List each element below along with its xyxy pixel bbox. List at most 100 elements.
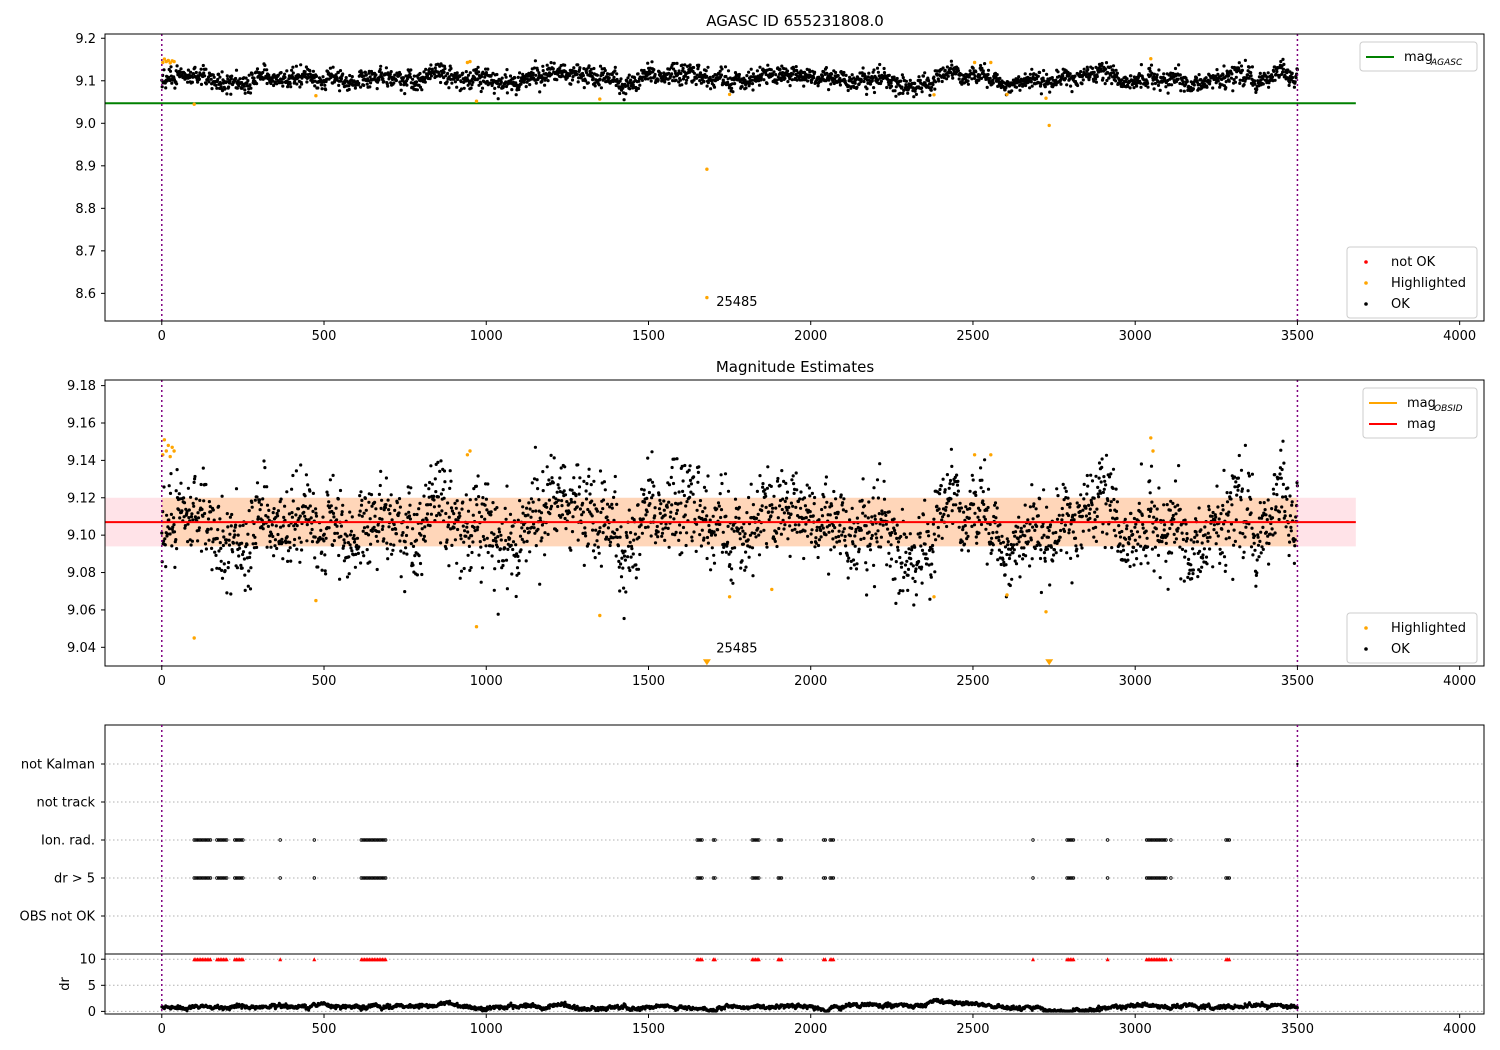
ok-point — [198, 498, 202, 502]
ok-point — [642, 488, 646, 492]
ok-point — [1047, 81, 1051, 85]
ok-point — [378, 483, 382, 488]
ok-point — [470, 83, 474, 87]
ok-point — [584, 70, 589, 75]
ok-point — [958, 501, 962, 505]
ok-point — [335, 524, 339, 528]
ok-point — [255, 545, 259, 550]
ok-point — [228, 532, 232, 536]
ok-point — [388, 511, 392, 516]
ok-point — [225, 74, 229, 78]
ok-point — [872, 68, 876, 72]
ok-point — [1006, 543, 1010, 547]
ok-point — [656, 78, 660, 82]
ok-point — [765, 486, 770, 490]
ok-point — [255, 67, 260, 71]
ok-point — [321, 75, 325, 79]
ok-point — [249, 86, 253, 90]
ok-point — [760, 508, 764, 513]
ok-point — [613, 69, 617, 73]
ok-point — [904, 79, 909, 83]
ok-point — [555, 529, 559, 533]
ok-point — [1104, 67, 1108, 71]
ok-point — [1057, 513, 1061, 517]
ok-point — [1166, 587, 1170, 591]
ok-point — [1030, 483, 1034, 487]
ok-point — [1146, 545, 1150, 549]
ok-point — [757, 533, 761, 537]
ok-point — [359, 561, 363, 565]
ok-point — [393, 73, 397, 77]
ok-point — [234, 487, 239, 491]
ok-point — [703, 506, 707, 510]
ok-point — [620, 556, 624, 560]
ok-point — [549, 453, 553, 457]
ok-point — [1080, 546, 1084, 550]
ok-point — [1222, 64, 1226, 68]
ok-point — [906, 91, 910, 95]
ok-point — [269, 545, 273, 549]
ok-point — [295, 82, 299, 86]
ok-point — [1084, 514, 1088, 518]
ok-point — [1028, 76, 1032, 80]
ok-point — [516, 75, 520, 79]
ok-point — [748, 81, 752, 85]
ok-point — [1019, 526, 1023, 530]
ok-point — [793, 523, 798, 527]
ok-point — [255, 495, 259, 499]
ok-point — [263, 466, 267, 470]
ok-point — [1066, 513, 1071, 518]
ok-point — [747, 70, 751, 74]
ok-point — [314, 511, 318, 515]
ok-point — [283, 75, 287, 79]
ok-point — [708, 75, 712, 79]
ok-point — [310, 540, 315, 544]
ok-point — [934, 80, 938, 84]
ok-point — [871, 522, 875, 526]
ok-point — [411, 527, 415, 531]
ok-point — [266, 515, 270, 519]
ok-point — [1097, 476, 1101, 480]
ok-point — [623, 549, 627, 553]
ok-point — [895, 536, 899, 541]
ok-point — [726, 489, 731, 493]
ok-point — [309, 531, 313, 535]
ok-point — [1104, 483, 1108, 487]
ok-point — [575, 72, 579, 76]
ok-point — [954, 503, 958, 507]
ok-point — [976, 515, 980, 519]
ok-point — [1042, 551, 1046, 555]
ok-point — [975, 541, 979, 545]
ok-point — [866, 516, 870, 520]
ok-point — [626, 544, 631, 548]
ok-point — [726, 69, 731, 73]
ok-point — [549, 72, 554, 76]
ok-point — [1114, 487, 1118, 491]
ok-point — [1061, 513, 1065, 517]
ok-point — [1043, 559, 1047, 563]
ok-point — [1096, 485, 1100, 489]
ok-point — [834, 516, 839, 520]
ok-point — [466, 530, 470, 534]
ok-point — [973, 74, 977, 78]
ok-point — [413, 554, 417, 558]
ok-point — [683, 63, 687, 67]
ok-point — [1109, 71, 1113, 75]
ok-point — [423, 539, 427, 543]
ok-point — [794, 505, 798, 509]
ok-point — [1087, 78, 1091, 82]
ok-point — [1250, 65, 1254, 69]
ok-point — [766, 63, 770, 67]
ok-point — [399, 88, 403, 92]
ok-point — [1049, 545, 1053, 549]
ok-point — [593, 84, 597, 88]
ok-point — [819, 535, 823, 539]
ok-point — [737, 527, 741, 531]
ok-point — [991, 81, 995, 85]
ok-point — [199, 549, 204, 553]
ok-point — [698, 79, 702, 83]
ok-point — [599, 86, 604, 90]
ok-point — [1141, 522, 1145, 527]
ok-point — [1208, 79, 1212, 83]
ok-point — [484, 71, 488, 75]
